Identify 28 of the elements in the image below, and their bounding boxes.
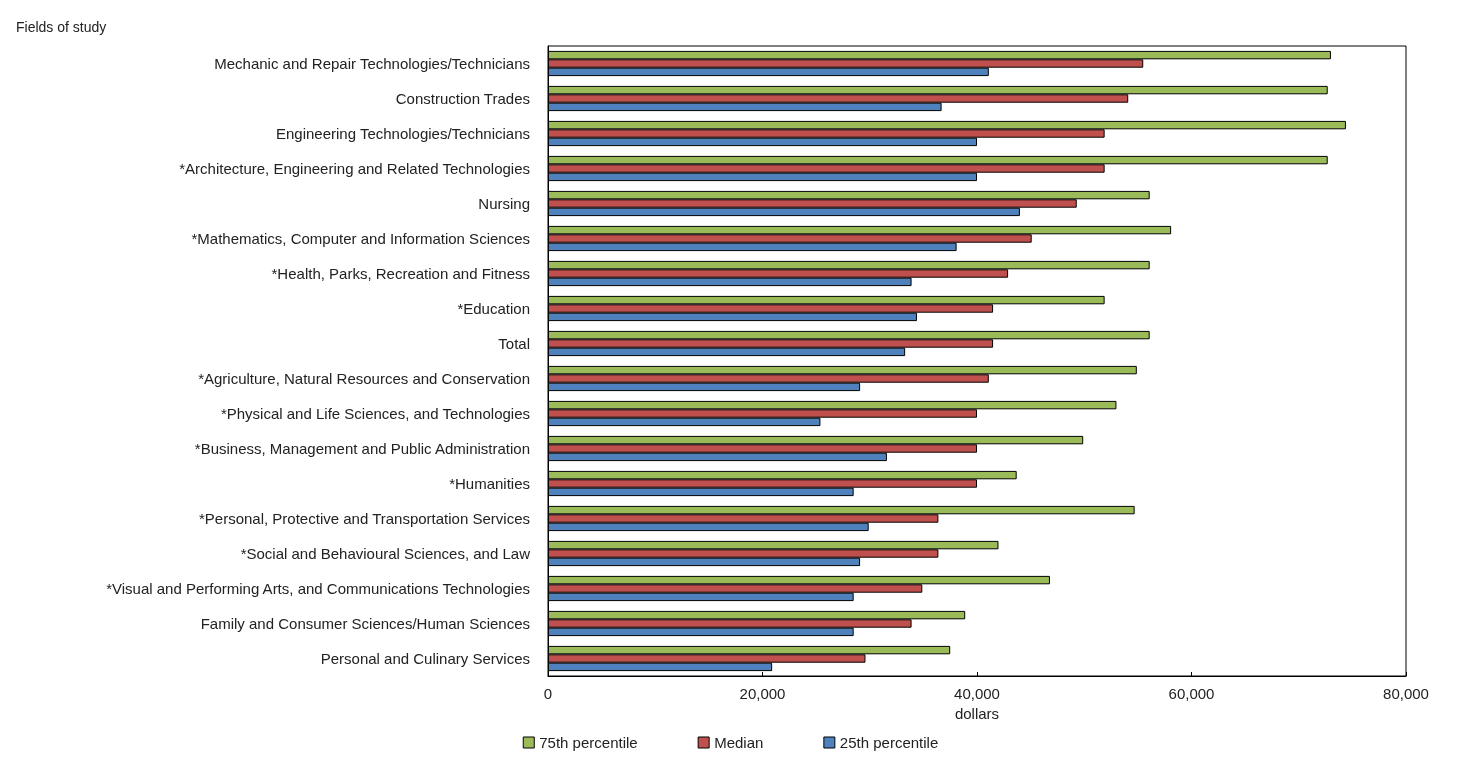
y-tick-label: *Mathematics, Computer and Information Sciences [191, 230, 530, 247]
y-tick-label: *Business, Management and Public Administration [194, 440, 530, 457]
x-tick-label: 40,000 [954, 685, 1000, 702]
x-tick-label: 80,000 [1383, 685, 1429, 702]
y-tick-label: Family and Consumer Sciences/Human Sciences [200, 615, 530, 632]
y-axis-title: Fields of study [16, 19, 107, 35]
y-tick-label: *Education [457, 300, 530, 317]
y-tick-label: *Health, Parks, Recreation and Fitness [271, 265, 530, 282]
y-tick-label: Nursing [478, 195, 530, 212]
x-tick-label: 60,000 [1168, 685, 1215, 702]
y-tick-label: Total [498, 335, 530, 352]
x-tick-label: 0 [543, 685, 553, 702]
legend-label: 75th percentile [539, 734, 638, 751]
y-tick-label: *Personal, Protective and Transportation Services [198, 510, 530, 527]
legend-label: 25th percentile [839, 734, 939, 751]
y-tick-label: *Humanities [449, 475, 530, 492]
y-tick-label: *Social and Behavioural Sciences, and Law [240, 545, 531, 562]
y-tick-label: Mechanic and Repair Technologies/Technicians [214, 55, 530, 72]
y-tick-label: *Architecture, Engineering and Related Technologies [179, 160, 530, 177]
y-tick-label: Construction Trades [395, 90, 530, 107]
y-tick-label: *Agriculture, Natural Resources and Conservation [198, 370, 530, 387]
x-axis-title: dollars [954, 705, 1000, 722]
x-tick-label: 20,000 [739, 685, 786, 702]
y-tick-label: Personal and Culinary Services [320, 650, 530, 667]
legend-label: Median [714, 734, 764, 751]
y-tick-label: Engineering Technologies/Technicians [275, 125, 530, 142]
y-tick-label: *Physical and Life Sciences, and Technologies [220, 405, 530, 422]
y-tick-label: *Visual and Performing Arts, and Communications Technologies [106, 580, 530, 597]
